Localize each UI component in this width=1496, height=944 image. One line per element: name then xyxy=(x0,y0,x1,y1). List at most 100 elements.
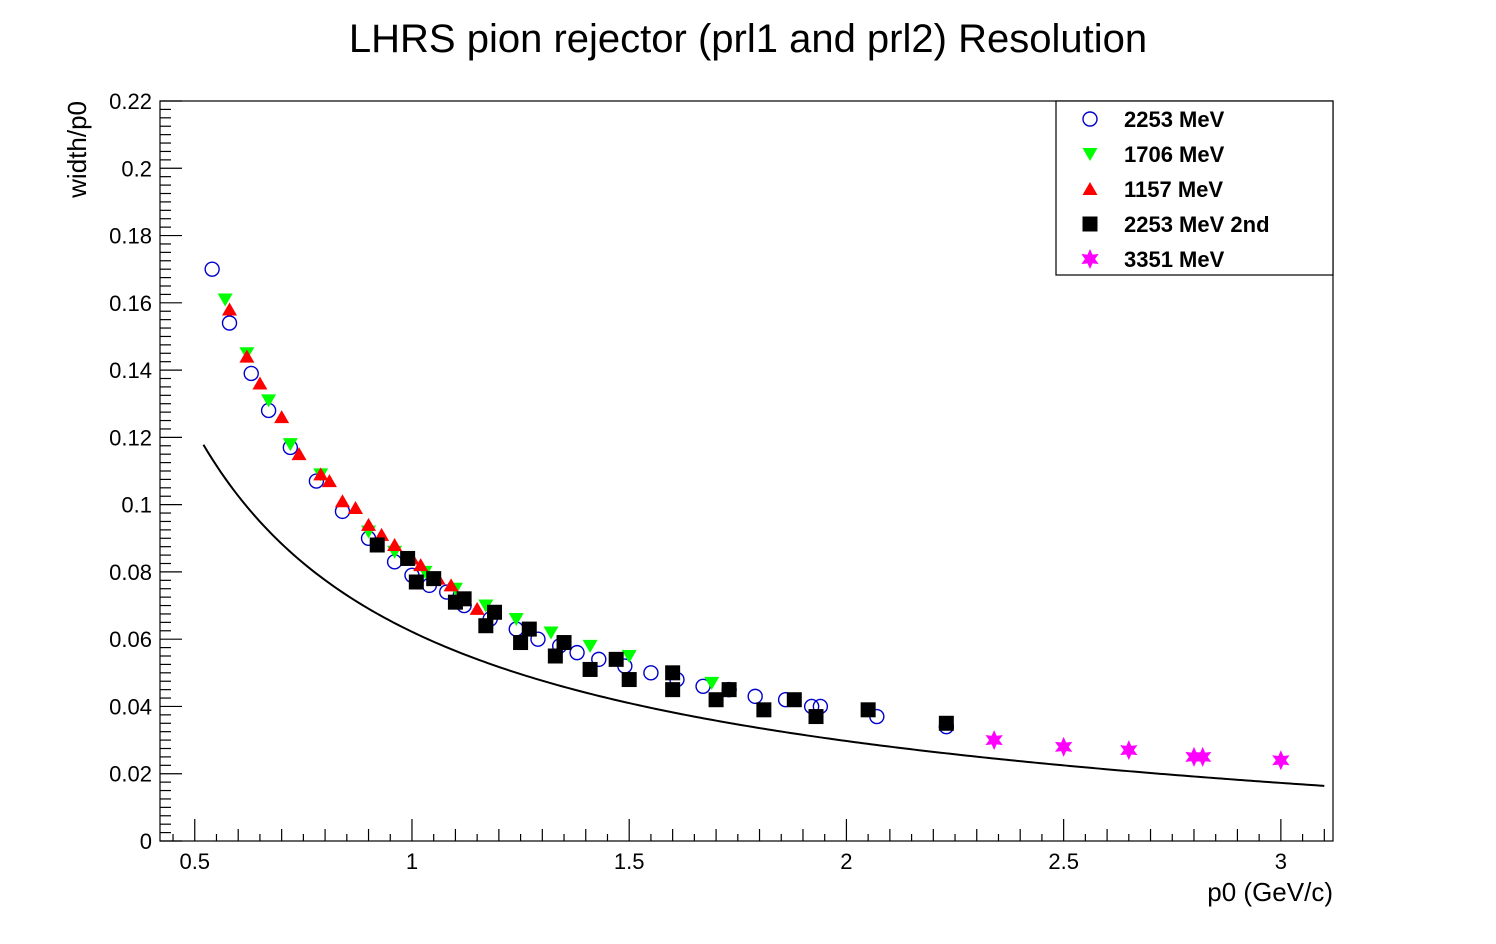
data-point xyxy=(756,702,772,718)
legend-frame xyxy=(1055,100,1334,276)
data-point xyxy=(808,709,824,725)
data-points-layer xyxy=(204,261,1290,771)
data-point xyxy=(547,648,563,664)
x-tick-label: 2.5 xyxy=(1048,849,1079,874)
legend-entry-label: 1157 MeV xyxy=(1124,177,1223,202)
data-point xyxy=(1120,740,1138,761)
fit-curve-layer xyxy=(202,444,1325,787)
data-point xyxy=(530,631,546,647)
legend: 2253 MeV 1706 MeV 1157 MeV 2253 MeV 2nd 3351… xyxy=(1055,100,1334,276)
data-point xyxy=(556,635,572,651)
data-point xyxy=(747,688,763,705)
legend-marker xyxy=(1082,148,1098,161)
data-point xyxy=(369,537,385,553)
data-point xyxy=(665,665,681,681)
x-tick-label: 1.5 xyxy=(614,849,645,874)
data-point xyxy=(408,574,424,590)
y-tick-label: 0.04 xyxy=(109,694,152,719)
data-point xyxy=(487,604,503,620)
legend-entry-label: 2253 MeV xyxy=(1124,107,1225,132)
data-point xyxy=(261,394,277,408)
data-point xyxy=(1185,746,1203,767)
y-tick-label: 0.14 xyxy=(109,358,152,383)
legend-entry-label: 2253 MeV 2nd xyxy=(1124,212,1270,237)
fit-curve xyxy=(202,444,1325,787)
data-point xyxy=(469,601,485,615)
y-tick-label: 0.02 xyxy=(109,762,152,787)
series-square xyxy=(369,537,954,731)
data-point xyxy=(1054,736,1073,757)
data-point xyxy=(239,349,255,363)
y-tick-label: 0.06 xyxy=(109,627,152,652)
series-up-triangle xyxy=(222,302,485,615)
series-star xyxy=(985,730,1290,771)
legend-entry-label: 1706 MeV xyxy=(1124,142,1225,167)
data-point xyxy=(313,467,329,481)
y-tick-label: 0 xyxy=(140,829,152,854)
data-point xyxy=(221,315,238,331)
data-point xyxy=(282,438,298,452)
x-tick-label: 0.5 xyxy=(179,849,210,874)
x-tick-label: 1 xyxy=(406,849,418,874)
data-point xyxy=(361,517,377,531)
y-tick-label: 0.1 xyxy=(121,493,152,518)
data-point xyxy=(222,302,238,316)
data-point xyxy=(478,618,494,634)
data-point xyxy=(321,474,337,488)
legend-marker xyxy=(1082,111,1098,127)
legend-marker xyxy=(1082,182,1098,195)
data-point xyxy=(985,730,1003,751)
data-point xyxy=(708,692,724,708)
data-point xyxy=(721,682,737,698)
data-point xyxy=(543,626,559,640)
data-point xyxy=(521,621,537,637)
data-point xyxy=(217,293,233,307)
y-tick-label: 0.12 xyxy=(109,425,152,450)
data-point xyxy=(334,494,350,508)
data-point xyxy=(569,644,585,661)
data-point xyxy=(413,558,429,572)
data-point xyxy=(426,571,442,587)
legend-entry-label: 3351 MeV xyxy=(1124,247,1225,272)
data-point xyxy=(308,473,325,489)
data-point xyxy=(443,578,459,592)
data-point xyxy=(508,613,524,626)
y-tick-label: 0.2 xyxy=(121,156,152,181)
y-tick-label: 0.18 xyxy=(109,224,152,249)
data-point xyxy=(291,447,307,461)
data-point xyxy=(204,261,220,277)
data-point xyxy=(938,715,954,731)
y-axis: 0 0.02 0.04 0.06 0.08 0.1 0.12 0.14 0.16 0.18 0.2 0… xyxy=(109,89,182,854)
legend-marker xyxy=(1082,216,1098,232)
y-tick-label: 0.22 xyxy=(109,89,152,114)
data-point xyxy=(591,651,607,668)
data-point xyxy=(621,672,637,688)
x-tick-label: 3 xyxy=(1275,849,1287,874)
data-point xyxy=(252,376,268,390)
data-point xyxy=(704,676,720,690)
data-point xyxy=(1194,746,1212,767)
data-point xyxy=(582,661,598,677)
chart-title: LHRS pion rejector (prl1 and prl2) Resol… xyxy=(349,17,1147,61)
x-axis-label: p0 (GeV/c) xyxy=(1207,877,1333,907)
data-point xyxy=(1272,750,1290,771)
data-point xyxy=(274,410,290,424)
x-axis: 0.5 1 1.5 2 2.5 3 xyxy=(172,819,1325,874)
data-point xyxy=(665,682,681,698)
data-point xyxy=(478,599,494,613)
data-point xyxy=(786,692,802,708)
data-point xyxy=(348,501,363,514)
data-point xyxy=(400,550,416,566)
data-point xyxy=(621,650,637,663)
y-tick-label: 0.08 xyxy=(109,560,152,585)
data-point xyxy=(513,635,529,651)
data-point xyxy=(387,538,403,551)
data-point xyxy=(456,591,472,607)
data-point xyxy=(643,665,659,681)
y-tick-label: 0.16 xyxy=(109,291,152,316)
data-point xyxy=(860,702,876,718)
y-axis-label: width/p0 xyxy=(62,101,92,199)
data-point xyxy=(608,651,624,667)
legend-marker xyxy=(1081,249,1099,269)
